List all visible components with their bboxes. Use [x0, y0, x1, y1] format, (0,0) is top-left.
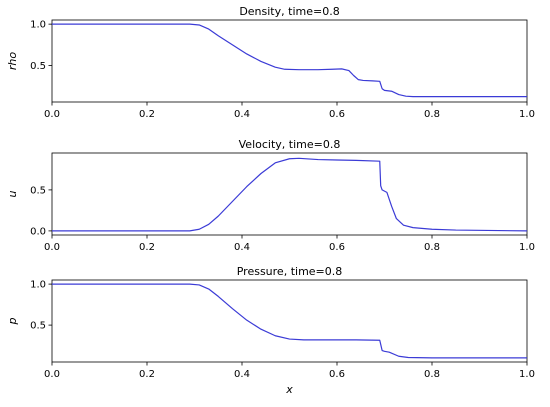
velocity-panel: Velocity, time=0.8 0.0 0.2 0.4 0.6 0.8 1.0 0.0 0…	[6, 138, 535, 253]
pressure-xtick-label: 0.4	[234, 369, 250, 380]
pressure-title: Pressure, time=0.8	[237, 265, 343, 278]
pressure-ylabel: p	[6, 317, 19, 325]
pressure-xtick-label: 0.0	[44, 369, 60, 380]
pressure-xtick-label: 1.0	[519, 369, 535, 380]
density-xtick-label: 0.2	[139, 109, 155, 120]
velocity-xtick-label: 0.6	[329, 242, 345, 253]
velocity-ytick-label: 0.0	[30, 226, 46, 237]
velocity-xtick-label: 0.2	[139, 242, 155, 253]
density-ytick-label: 0.5	[30, 61, 46, 72]
velocity-series-line	[52, 157, 528, 232]
density-panel: Density, time=0.8 0.0 0.2 0.4 0.6 0.8 1.0 0.5 1.…	[6, 5, 535, 120]
pressure-xtick-label: 0.2	[139, 369, 155, 380]
density-ylabel: rho	[6, 52, 19, 70]
pressure-xtick-label: 0.8	[424, 369, 440, 380]
density-axes-frame	[51, 19, 528, 103]
velocity-ylabel: u	[6, 190, 19, 197]
pressure-axes-frame	[51, 279, 528, 363]
pressure-series-line	[52, 283, 527, 359]
velocity-xtick-label: 0.4	[234, 242, 250, 253]
velocity-xtick-label: 0.8	[424, 242, 440, 253]
density-xtick-label: 1.0	[519, 109, 535, 120]
pressure-panel: Pressure, time=0.8 0.0 0.2 0.4 0.6 0.8 1.0 0.5 1…	[6, 265, 535, 396]
velocity-xtick-label: 1.0	[519, 242, 535, 253]
density-title: Density, time=0.8	[239, 5, 339, 18]
density-xtick-label: 0.6	[329, 109, 345, 120]
velocity-ytick-label: 0.5	[30, 185, 46, 196]
pressure-ytick-label: 0.5	[30, 321, 46, 332]
pressure-xlabel: x	[285, 383, 293, 396]
density-ytick-label: 1.0	[30, 20, 46, 31]
velocity-xtick-label: 0.0	[44, 242, 60, 253]
density-xtick-label: 0.0	[44, 109, 60, 120]
density-xtick-label: 0.8	[424, 109, 440, 120]
density-series-line	[52, 23, 527, 98]
density-xtick-label: 0.4	[234, 109, 250, 120]
pressure-ytick-label: 1.0	[30, 280, 46, 291]
velocity-title: Velocity, time=0.8	[239, 138, 341, 151]
pressure-xtick-label: 0.6	[329, 369, 345, 380]
velocity-axes-frame	[51, 152, 528, 236]
